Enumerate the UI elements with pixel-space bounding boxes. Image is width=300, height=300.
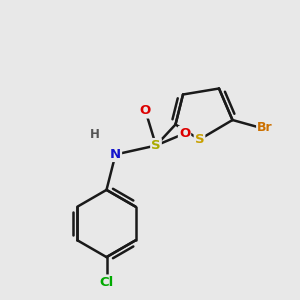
Text: Cl: Cl <box>99 275 114 289</box>
Text: O: O <box>140 104 151 118</box>
Text: S: S <box>195 133 204 146</box>
Text: H: H <box>90 128 99 142</box>
Text: Br: Br <box>257 121 273 134</box>
Text: O: O <box>179 127 190 140</box>
Text: S: S <box>151 139 161 152</box>
Text: N: N <box>110 148 121 161</box>
